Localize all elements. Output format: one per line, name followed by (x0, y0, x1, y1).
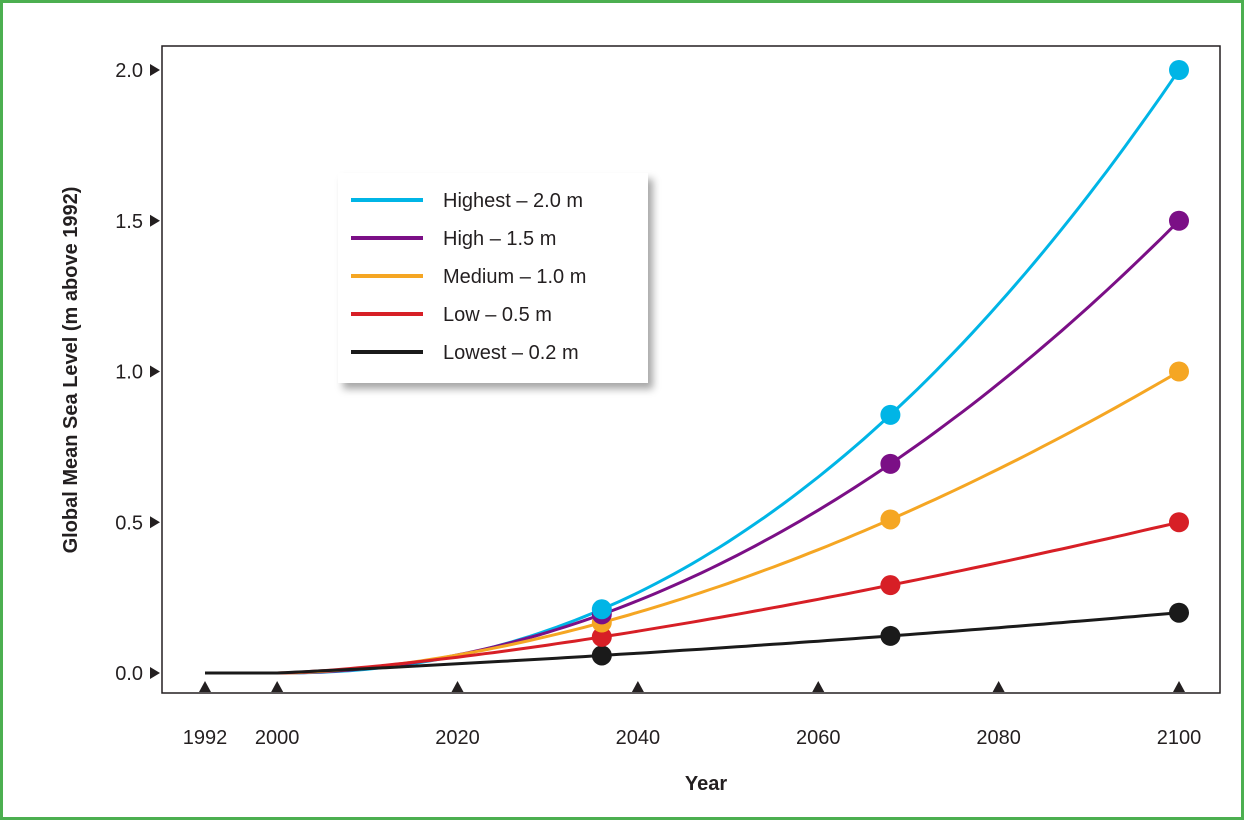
x-tick-marker (812, 681, 825, 692)
x-tick-label: 2040 (616, 727, 661, 749)
x-tick-marker (1173, 681, 1185, 692)
y-axis: 0.0 0.5 1.0 1.5 2.0 (115, 60, 160, 685)
series-line-5 (205, 611, 1180, 675)
series-lines (205, 69, 1181, 675)
series-2-marker-2 (880, 453, 901, 474)
x-tick-label: 1992 (183, 727, 228, 749)
y-tick-label: 2.0 (115, 60, 143, 82)
series-4-marker-3 (1169, 512, 1189, 533)
legend-label: Highest – 2.0 m (443, 190, 583, 212)
series-5-marker-2 (880, 625, 901, 646)
y-tick-marker (150, 365, 160, 378)
x-tick-label: 2000 (255, 727, 300, 749)
x-tick-label: 2080 (976, 727, 1021, 749)
x-axis-title: Year (685, 773, 727, 795)
x-tick-label: 2100 (1157, 727, 1202, 749)
x-axis: 1992 2000 2020 2040 2060 2080 2100 (183, 681, 1202, 749)
y-tick-label: 0.0 (115, 663, 143, 685)
series-4-marker-1 (591, 626, 612, 647)
y-axis-title: Global Mean Sea Level (m above 1992) (60, 187, 82, 554)
y-tick-label: 0.5 (115, 512, 143, 534)
series-5-marker-3 (1169, 602, 1189, 623)
legend-label: Lowest – 0.2 m (443, 342, 579, 364)
x-tick-marker (199, 681, 211, 692)
series-1-marker-1 (591, 599, 612, 620)
series-1-marker-3 (1169, 60, 1189, 80)
y-tick-marker (150, 214, 160, 227)
legend-label: Low – 0.5 m (443, 304, 552, 326)
x-tick-label: 2060 (796, 727, 841, 749)
y-tick-marker (150, 516, 160, 529)
series-markers (591, 60, 1189, 666)
series-1-marker-2 (880, 404, 901, 425)
series-3-marker-3 (1169, 361, 1189, 382)
y-tick-marker (150, 64, 160, 76)
series-4-marker-2 (880, 575, 901, 596)
x-tick-marker (271, 681, 284, 692)
legend-label: Medium – 1.0 m (443, 266, 586, 288)
series-2-marker-3 (1169, 210, 1189, 231)
legend: Highest – 2.0 m High – 1.5 m Medium – 1.0 … (338, 173, 648, 383)
x-tick-marker (631, 681, 644, 692)
x-tick-label: 2020 (435, 727, 480, 749)
series-3-marker-2 (880, 509, 901, 530)
y-tick-marker (150, 667, 160, 679)
series-line-4 (205, 520, 1180, 675)
x-tick-marker (992, 681, 1005, 692)
y-tick-label: 1.0 (115, 362, 143, 384)
x-tick-marker (451, 681, 464, 692)
y-tick-label: 1.5 (115, 211, 143, 233)
series-5-marker-1 (591, 645, 612, 666)
legend-label: High – 1.5 m (443, 228, 556, 250)
sea-level-chart: 0.0 0.5 1.0 1.5 2.0 1992 2000 2020 2040 2060 2080… (60, 45, 1221, 795)
